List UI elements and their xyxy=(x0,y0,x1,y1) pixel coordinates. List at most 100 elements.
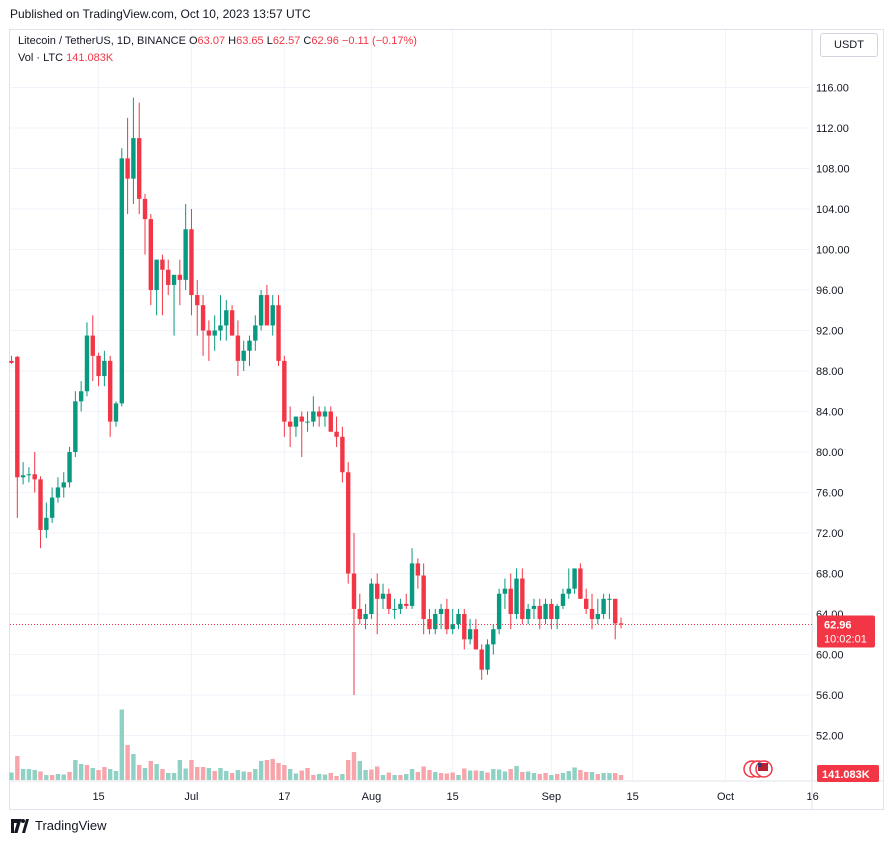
volume-bar[interactable] xyxy=(560,773,566,780)
volume-bar[interactable] xyxy=(525,771,531,781)
volume-bar[interactable] xyxy=(433,772,438,780)
volume-bar[interactable] xyxy=(595,774,601,780)
volume-bar[interactable] xyxy=(369,769,374,781)
candle-body[interactable] xyxy=(264,295,270,326)
candle-body[interactable] xyxy=(386,593,392,609)
volume-bar[interactable] xyxy=(514,766,519,780)
candle-body[interactable] xyxy=(473,629,479,650)
currency-button[interactable]: USDT xyxy=(820,33,878,57)
candle-body[interactable] xyxy=(305,421,310,423)
candle-body[interactable] xyxy=(316,411,322,417)
volume-bar[interactable] xyxy=(398,775,403,780)
candle-body[interactable] xyxy=(322,411,328,417)
candle-body[interactable] xyxy=(392,608,397,610)
candle-body[interactable] xyxy=(90,335,95,356)
candle-body[interactable] xyxy=(334,431,339,437)
volume-bar[interactable] xyxy=(618,775,624,780)
volume-bar[interactable] xyxy=(183,768,188,781)
candle-body[interactable] xyxy=(84,335,90,392)
candle-body[interactable] xyxy=(107,360,113,422)
volume-bar[interactable] xyxy=(96,770,101,780)
volume-bar[interactable] xyxy=(258,761,264,780)
candle-body[interactable] xyxy=(433,614,438,630)
footer-brand[interactable]: TradingView xyxy=(10,818,107,833)
candle-body[interactable] xyxy=(287,421,293,427)
volume-bar[interactable] xyxy=(26,769,32,780)
volume-bar[interactable] xyxy=(160,769,165,780)
volume-bar[interactable] xyxy=(485,772,490,781)
volume-bar[interactable] xyxy=(78,764,84,780)
volume-bar[interactable] xyxy=(531,773,537,780)
candle-body[interactable] xyxy=(607,598,612,600)
volume-bar[interactable] xyxy=(264,760,270,780)
candle-body[interactable] xyxy=(15,356,20,478)
volume-bar[interactable] xyxy=(380,775,386,780)
volume-bar[interactable] xyxy=(200,767,206,780)
candle-body[interactable] xyxy=(456,614,461,625)
candle-body[interactable] xyxy=(270,305,275,326)
volume-bar[interactable] xyxy=(328,773,333,780)
volume-bar[interactable] xyxy=(84,765,90,780)
candle-body[interactable] xyxy=(229,310,235,336)
candle-body[interactable] xyxy=(293,416,299,427)
volume-bar[interactable] xyxy=(537,774,542,780)
candle-body[interactable] xyxy=(32,474,37,480)
candle-body[interactable] xyxy=(206,330,212,336)
candle-body[interactable] xyxy=(200,305,206,331)
candle-body[interactable] xyxy=(572,568,577,589)
volume-bar[interactable] xyxy=(38,771,43,781)
volume-bar[interactable] xyxy=(392,775,397,780)
candle-body[interactable] xyxy=(142,198,148,220)
volume-bar[interactable] xyxy=(189,760,194,780)
candle-body[interactable] xyxy=(444,608,450,630)
volume-bar[interactable] xyxy=(554,774,560,780)
candle-body[interactable] xyxy=(589,608,595,620)
candle-body[interactable] xyxy=(595,614,601,620)
candle-body[interactable] xyxy=(276,305,281,361)
candle-body[interactable] xyxy=(554,605,560,620)
volume-bar[interactable] xyxy=(340,774,345,780)
volume-bar[interactable] xyxy=(90,768,95,780)
candle-body[interactable] xyxy=(369,583,374,614)
candle-body[interactable] xyxy=(345,472,351,574)
candle-body[interactable] xyxy=(125,158,130,179)
volume-bar[interactable] xyxy=(148,761,154,780)
volume-bar[interactable] xyxy=(456,775,461,780)
volume-bar[interactable] xyxy=(357,761,362,780)
volume-bar[interactable] xyxy=(276,763,281,780)
volume-bar[interactable] xyxy=(166,773,171,780)
volume-bar[interactable] xyxy=(450,772,455,781)
candle-body[interactable] xyxy=(282,360,287,422)
candle-body[interactable] xyxy=(375,583,380,599)
volume-bar[interactable] xyxy=(32,770,37,780)
volume-bar[interactable] xyxy=(218,768,223,780)
candle-body[interactable] xyxy=(613,598,618,624)
volume-bar[interactable] xyxy=(253,769,258,780)
volume-bar[interactable] xyxy=(15,756,20,780)
candle-body[interactable] xyxy=(241,350,246,361)
candle-body[interactable] xyxy=(189,229,194,296)
volume-bar[interactable] xyxy=(293,773,299,781)
candle-body[interactable] xyxy=(78,391,84,402)
volume-bar[interactable] xyxy=(462,768,467,781)
volume-bar[interactable] xyxy=(55,774,61,780)
candle-body[interactable] xyxy=(253,325,258,341)
volume-bar[interactable] xyxy=(154,764,159,780)
volume-bar[interactable] xyxy=(299,770,304,781)
candle-body[interactable] xyxy=(328,411,333,432)
volume-bar[interactable] xyxy=(311,775,316,780)
candle-body[interactable] xyxy=(450,624,455,630)
volume-tag[interactable] xyxy=(817,765,879,782)
volume-bar[interactable] xyxy=(607,773,612,780)
volume-bar[interactable] xyxy=(549,775,554,780)
volume-bar[interactable] xyxy=(9,772,14,781)
candle-body[interactable] xyxy=(102,360,107,377)
candle-body[interactable] xyxy=(166,269,171,285)
candle-body[interactable] xyxy=(398,603,403,609)
volume-bar[interactable] xyxy=(409,769,415,780)
candle-body[interactable] xyxy=(508,588,513,614)
candle-body[interactable] xyxy=(183,229,188,280)
candle-body[interactable] xyxy=(491,629,496,645)
volume-bar[interactable] xyxy=(473,770,479,781)
